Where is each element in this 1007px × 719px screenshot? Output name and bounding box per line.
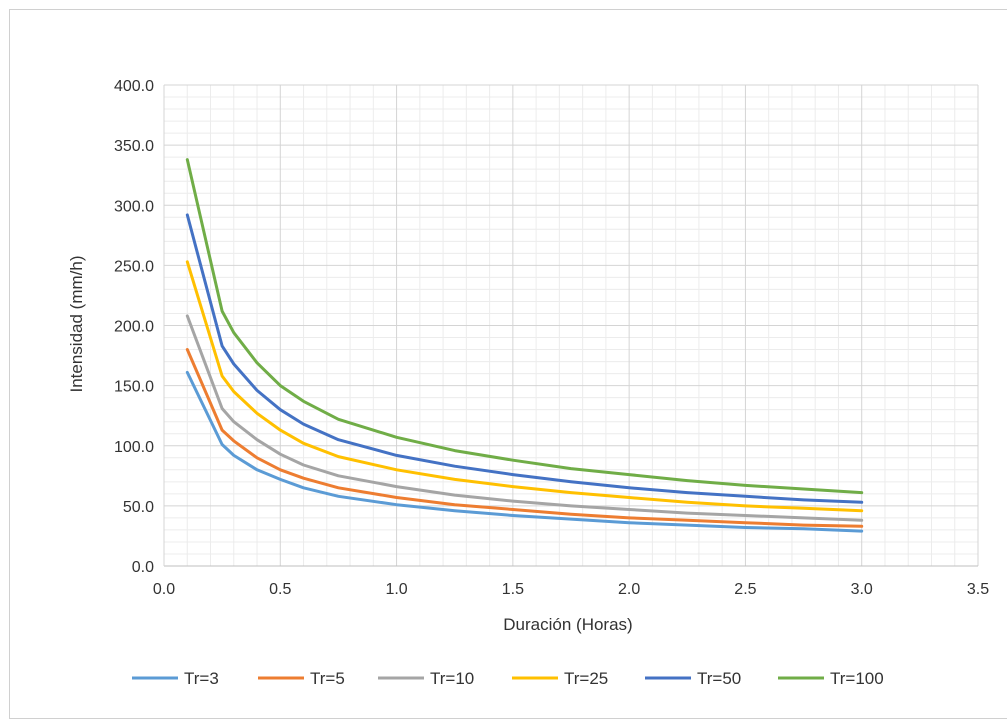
y-tick-label: 0.0 [132,559,154,576]
y-tick-label: 300.0 [114,198,154,215]
legend-label-tr-50: Tr=50 [697,669,741,688]
y-axis-tick-labels: 0.0 50.0 100.0 150.0 200.0 250.0 300.0 350.0 400… [114,78,154,576]
x-tick-label: 2.0 [618,581,640,598]
legend-label-tr-100: Tr=100 [830,669,884,688]
y-tick-label: 200.0 [114,319,154,336]
x-tick-label: 2.5 [734,581,756,598]
legend-label-tr-25: Tr=25 [564,669,608,688]
series-line-tr-25 [185,260,864,513]
legend: Tr=3 Tr=5 Tr=10 Tr=25 Tr=50 Tr=100 [132,669,884,688]
legend-label-tr-3: Tr=3 [184,669,219,688]
y-axis-title: Intensidad (mm/h) [67,256,86,393]
x-axis-title: Duración (Horas) [503,615,632,634]
y-tick-label: 50.0 [123,499,154,516]
x-tick-label: 3.0 [851,581,873,598]
y-tick-label: 250.0 [114,258,154,275]
legend-label-tr-5: Tr=5 [310,669,345,688]
series-lines [185,158,864,533]
series-line-tr-50 [185,213,864,504]
series-line-tr-5 [185,348,864,528]
y-tick-label: 400.0 [114,78,154,95]
series-line-tr-100 [185,158,864,495]
x-tick-label: 0.5 [269,581,291,598]
y-tick-label: 150.0 [114,379,154,396]
legend-label-tr-10: Tr=10 [430,669,474,688]
x-axis-tick-labels: 0.0 0.5 1.0 1.5 2.0 2.5 3.0 3.5 [153,581,989,598]
y-tick-label: 350.0 [114,138,154,155]
x-tick-label: 3.5 [967,581,989,598]
series-line-tr-10 [185,314,864,522]
series-line-tr-3 [185,370,864,533]
x-tick-label: 1.5 [502,581,524,598]
x-tick-label: 0.0 [153,581,175,598]
y-tick-label: 100.0 [114,439,154,456]
x-tick-label: 1.0 [385,581,407,598]
chart-frame [9,9,1007,719]
